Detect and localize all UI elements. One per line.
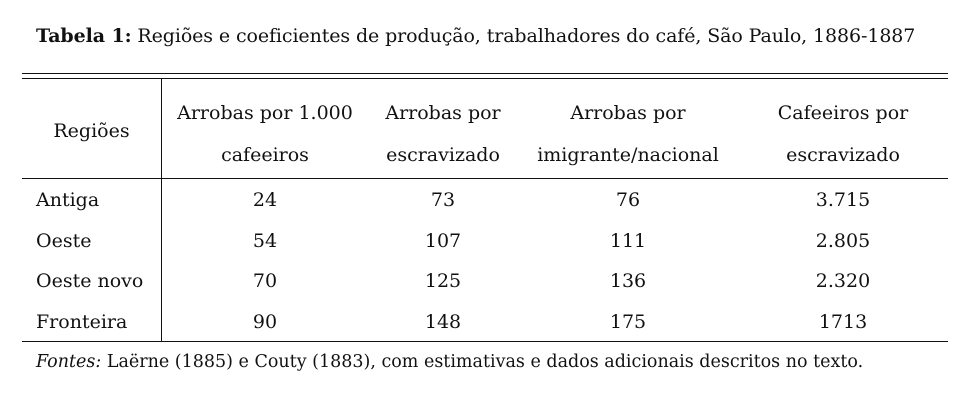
arrobas-por-imigrante: 111 — [609, 230, 647, 252]
cafeeiros-por-escravizado: 3.715 — [815, 189, 871, 211]
arrobas-por-imigrante: 175 — [609, 311, 647, 333]
header-col1-line1: Arrobas por 1.000 — [177, 102, 353, 124]
arrobas-por-mil-cafeeiros: 54 — [252, 230, 278, 252]
table-sources-note: Fontes: Laërne (1885) e Couty (1883), co… — [36, 352, 863, 372]
arrobas-por-mil-cafeeiros: 90 — [252, 311, 278, 333]
arrobas-por-imigrante: 76 — [615, 189, 641, 211]
header-regioes: Regiões — [22, 110, 161, 152]
header-col4-line1: Cafeeiros por — [777, 102, 909, 124]
sources-label: Fontes: — [36, 352, 102, 372]
table-caption: Tabela 1: Regiões e coeficientes de prod… — [36, 25, 915, 47]
arrobas-por-mil-cafeeiros: 70 — [252, 270, 278, 292]
arrobas-por-escravizado: 73 — [430, 189, 456, 211]
sources-text: Laërne (1885) e Couty (1883), com estima… — [101, 352, 864, 372]
table-row: Antiga 24 73 76 3.715 — [0, 180, 978, 221]
header-arrobas-por-mil-cafeeiros: Arrobas por 1.000 cafeeiros — [162, 92, 368, 176]
header-col4-line2: escravizado — [786, 144, 900, 166]
region-name: Fronteira — [36, 311, 128, 333]
header-col2-line2: escravizado — [386, 144, 500, 166]
cafeeiros-por-escravizado: 2.805 — [815, 230, 871, 252]
region-name: Antiga — [36, 189, 100, 211]
table-row: Oeste 54 107 111 2.805 — [0, 221, 978, 262]
header-col3-line1: Arrobas por — [570, 102, 686, 124]
header-arrobas-por-imigrante: Arrobas por imigrante/nacional — [518, 92, 738, 176]
header-regioes-line1: Regiões — [53, 120, 130, 142]
table-column-divider — [161, 79, 163, 341]
table-row: Fronteira 90 148 175 1713 — [0, 302, 978, 343]
arrobas-por-imigrante: 136 — [609, 270, 647, 292]
caption-label: Tabela 1: — [36, 25, 132, 47]
arrobas-por-escravizado: 107 — [424, 230, 462, 252]
arrobas-por-escravizado: 148 — [424, 311, 462, 333]
header-col2-line1: Arrobas por — [385, 102, 501, 124]
header-col3-line2: imigrante/nacional — [537, 144, 719, 166]
header-cafeeiros-por-escravizado: Cafeeiros por escravizado — [738, 92, 948, 176]
table-bottom-rule — [22, 341, 948, 343]
region-name: Oeste novo — [36, 270, 144, 292]
cafeeiros-por-escravizado: 2.320 — [815, 270, 871, 292]
arrobas-por-mil-cafeeiros: 24 — [252, 189, 278, 211]
caption-text: Regiões e coeficientes de produção, trab… — [131, 25, 916, 47]
arrobas-por-escravizado: 125 — [424, 270, 462, 292]
header-col1-line2: cafeeiros — [221, 144, 309, 166]
table-header-rule — [22, 178, 948, 180]
region-name: Oeste — [36, 230, 92, 252]
cafeeiros-por-escravizado: 1713 — [818, 311, 868, 333]
table-top-rule-inner — [22, 78, 948, 80]
header-arrobas-por-escravizado: Arrobas por escravizado — [368, 92, 518, 176]
table-top-rule — [22, 73, 948, 75]
table-row: Oeste novo 70 125 136 2.320 — [0, 261, 978, 302]
